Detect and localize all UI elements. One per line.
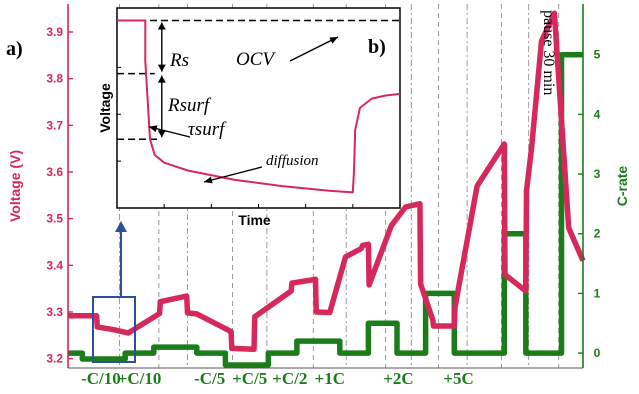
- rs-arrow-head-top: [157, 22, 166, 30]
- step-label: +1C: [315, 369, 345, 388]
- inset-panel: OCV Rs Rsurf τsurf diffusion b) Time Voltage: [97, 7, 401, 228]
- step-label: -C/10: [81, 369, 121, 388]
- right-tick-label: 1: [594, 286, 601, 300]
- panel-label-b: b): [368, 36, 386, 58]
- inset-y-axis-title: Voltage: [97, 83, 113, 133]
- voltage-series: [68, 10, 586, 353]
- main-labels: Voltage (V) C-rate -C/10+C/10 -C/5 +C/5 +C/2 +…: [6, 10, 630, 388]
- left-tick-label: 3.8: [46, 72, 63, 86]
- step-label: +C/2: [272, 369, 307, 388]
- right-axis-title: C-rate: [614, 166, 630, 207]
- diffusion-pointer-head: [204, 176, 213, 184]
- ocv-annotation: OCV: [236, 49, 276, 70]
- zoom-box: [92, 296, 136, 363]
- rs-annotation: Rs: [169, 50, 189, 71]
- rsurf-arrow-head-top: [157, 75, 166, 83]
- right-tick-label: 5: [594, 48, 601, 62]
- left-tick-label: 3.7: [46, 118, 63, 132]
- main-axes: 3.2 3.3 3.4 3.5 3.6 3.7 3.8 3.9 0 1 2 3 4 5: [46, 4, 601, 369]
- tau-annotation: τsurf: [188, 119, 227, 140]
- right-tick-label: 3: [594, 167, 601, 181]
- step-label: +C/10: [118, 369, 162, 388]
- voltage-line: [68, 10, 586, 353]
- left-tick-label: 3.6: [46, 165, 63, 179]
- inset-frame: [116, 7, 401, 209]
- left-tick-label: 3.9: [46, 25, 63, 39]
- diffusion-annotation: diffusion: [266, 153, 319, 169]
- right-tick-label: 4: [594, 107, 601, 121]
- right-tick-label: 2: [594, 227, 601, 241]
- left-axis-title: Voltage (V): [7, 150, 23, 222]
- step-label: +C/5: [232, 369, 267, 388]
- ocv-pointer: [289, 36, 339, 62]
- rsurf-arrow-head-bottom: [157, 130, 166, 138]
- step-label: +5C: [443, 369, 473, 388]
- left-tick-label: 3.2: [46, 352, 63, 366]
- ocv-pointer-head: [329, 37, 338, 44]
- left-tick-label: 3.5: [46, 212, 63, 226]
- step-label: +2C: [383, 369, 413, 388]
- right-tick-label: 0: [594, 346, 601, 360]
- inset-voltage-line: [117, 19, 401, 194]
- diffusion-pointer: [203, 166, 263, 183]
- rsurf-annotation: Rsurf: [167, 95, 212, 116]
- step-label: -C/5: [194, 369, 225, 388]
- left-tick-label: 3.4: [46, 258, 63, 272]
- rs-arrow-head-bottom: [157, 64, 166, 72]
- zoom-arrow-head: [115, 221, 127, 232]
- inset-x-axis-title: Time: [238, 212, 271, 228]
- panel-label-a: a): [6, 38, 23, 60]
- tau-pointer-head: [148, 125, 158, 133]
- pause-label: pause 30 min: [540, 10, 557, 95]
- left-tick-label: 3.3: [46, 305, 63, 319]
